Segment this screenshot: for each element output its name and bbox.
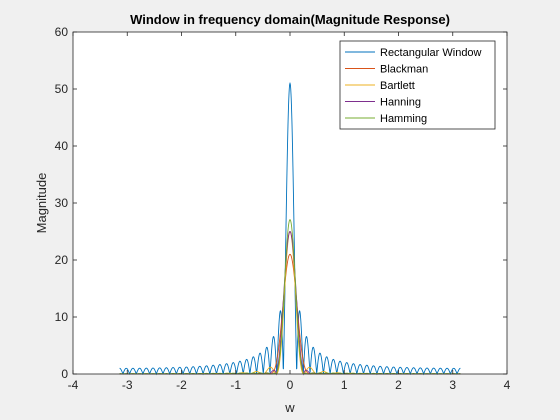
y-tick-label: 60 bbox=[55, 25, 69, 39]
x-tick-label: 0 bbox=[287, 378, 294, 392]
x-tick-label: 3 bbox=[449, 378, 456, 392]
y-tick-label: 40 bbox=[55, 139, 69, 153]
x-axis-label: w bbox=[284, 400, 295, 415]
y-axis-label: Magnitude bbox=[34, 173, 49, 234]
y-tick-label: 20 bbox=[55, 253, 69, 267]
legend-label-hanning: Hanning bbox=[380, 97, 421, 109]
legend-label-hamming: Hamming bbox=[380, 113, 427, 125]
x-tick-label: 2 bbox=[395, 378, 402, 392]
legend-label-bartlett: Bartlett bbox=[380, 80, 415, 92]
legend-label-rectangular: Rectangular Window bbox=[380, 47, 482, 59]
x-tick-label: -1 bbox=[230, 378, 241, 392]
x-tick-label: -3 bbox=[122, 378, 133, 392]
x-tick-label: 1 bbox=[341, 378, 348, 392]
legend-label-blackman: Blackman bbox=[380, 64, 428, 76]
x-tick-label: -2 bbox=[176, 378, 187, 392]
legend: Rectangular Window Blackman Bartlett Hannin… bbox=[339, 40, 496, 130]
y-tick-label: 30 bbox=[55, 196, 69, 210]
y-tick-label: 10 bbox=[55, 310, 69, 324]
y-tick-label: 0 bbox=[61, 367, 68, 381]
y-tick-label: 50 bbox=[55, 82, 69, 96]
chart-title: Window in frequency domain(Magnitude Res… bbox=[130, 12, 450, 27]
x-tick-label: 4 bbox=[504, 378, 511, 392]
x-tick-label: -4 bbox=[68, 378, 79, 392]
